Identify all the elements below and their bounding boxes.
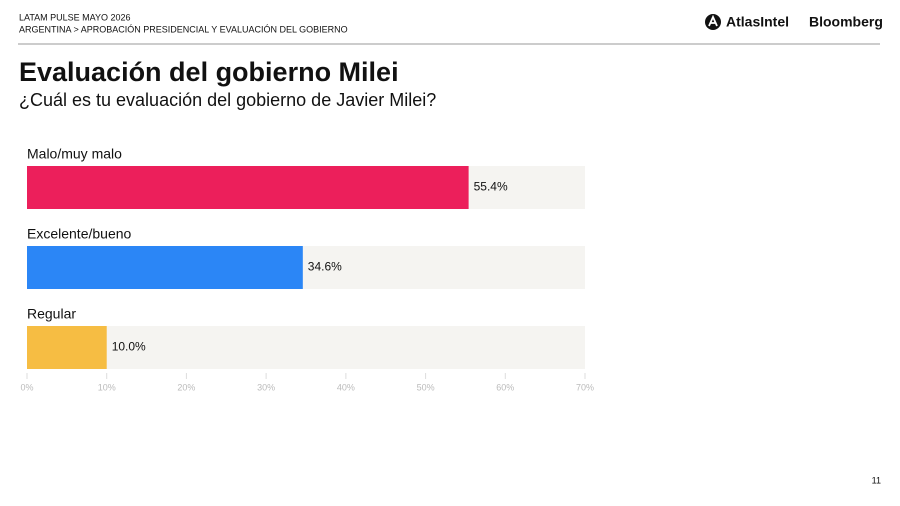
x-tick-label: 0% — [20, 382, 33, 392]
value-label: 10.0% — [112, 340, 146, 354]
category-label: Excelente/bueno — [27, 226, 132, 242]
bar-track — [27, 326, 585, 369]
bar — [27, 246, 303, 289]
chart-title: Evaluación del gobierno Milei — [19, 57, 399, 87]
x-tick-label: 10% — [98, 382, 116, 392]
logo-text: Bloomberg — [809, 14, 883, 30]
category-label: Regular — [27, 306, 76, 322]
x-tick-label: 70% — [576, 382, 594, 392]
chart-subtitle: ¿Cuál es tu evaluación del gobierno de J… — [19, 90, 436, 110]
logo-icon-mark — [708, 14, 718, 27]
category-label: Malo/muy malo — [27, 146, 122, 162]
header-line: LATAM PULSE MAYO 2026 — [19, 12, 131, 22]
value-label: 55.4% — [474, 180, 508, 194]
page-number: 11 — [872, 475, 881, 485]
value-label: 34.6% — [308, 260, 342, 274]
header-line: ARGENTINA > APROBACIÓN PRESIDENCIAL Y EV… — [19, 24, 348, 34]
x-tick-label: 50% — [417, 382, 435, 392]
bar — [27, 166, 469, 209]
x-tick-label: 40% — [337, 382, 355, 392]
x-tick-label: 30% — [257, 382, 275, 392]
x-tick-label: 20% — [177, 382, 195, 392]
x-tick-label: 60% — [496, 382, 514, 392]
logo-text: AtlasIntel — [726, 14, 789, 30]
bar — [27, 326, 107, 369]
